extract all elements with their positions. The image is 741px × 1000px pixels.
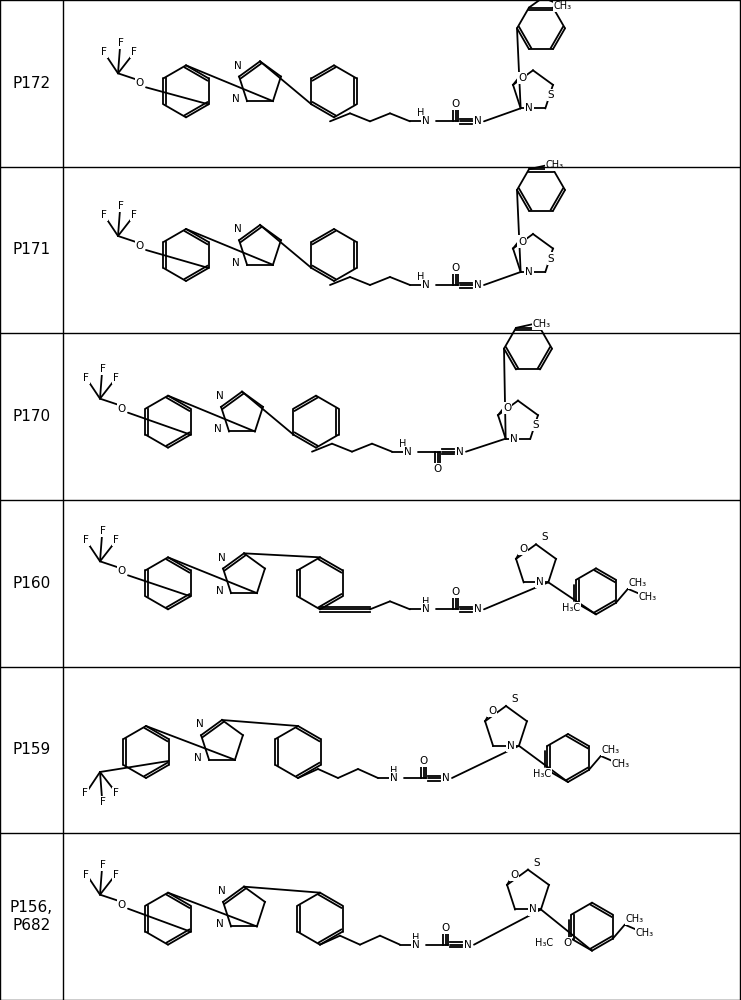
Text: P156,
P682: P156, P682 [10, 900, 53, 933]
Text: F: F [118, 201, 124, 211]
Text: F: F [83, 373, 89, 383]
Text: O: O [136, 241, 144, 251]
Text: S: S [542, 532, 548, 542]
Text: N: N [214, 424, 222, 434]
Text: H: H [391, 766, 398, 776]
Text: N: N [234, 224, 242, 234]
Text: F: F [113, 535, 119, 545]
Text: N: N [474, 280, 482, 290]
Text: O: O [452, 99, 460, 109]
Text: O: O [420, 756, 428, 766]
Text: O: O [118, 566, 126, 576]
Text: O: O [442, 923, 450, 933]
Text: N: N [510, 434, 517, 444]
Text: H: H [417, 272, 425, 282]
Text: O: O [118, 404, 126, 414]
Text: CH₃: CH₃ [602, 745, 620, 755]
Text: N: N [525, 267, 533, 277]
Text: N: N [456, 447, 464, 457]
Text: O: O [452, 587, 460, 597]
Text: P172: P172 [13, 76, 50, 91]
Text: S: S [533, 420, 539, 430]
Text: O: O [118, 900, 126, 910]
Text: H: H [412, 933, 419, 943]
Text: S: S [512, 694, 518, 704]
Text: N: N [529, 904, 536, 914]
Text: CH₃: CH₃ [629, 578, 647, 588]
Text: N: N [232, 94, 240, 104]
Text: O: O [518, 237, 526, 247]
Text: O: O [510, 870, 518, 880]
Text: F: F [100, 860, 106, 870]
Text: P159: P159 [13, 742, 50, 758]
Text: F: F [100, 364, 106, 374]
Text: N: N [422, 280, 430, 290]
Text: F: F [101, 47, 107, 57]
Text: N: N [525, 103, 533, 113]
Text: O: O [434, 464, 442, 474]
Text: N: N [216, 919, 224, 929]
Text: S: S [534, 858, 540, 868]
Text: N: N [474, 604, 482, 614]
Text: F: F [131, 210, 137, 220]
Text: O: O [503, 403, 511, 413]
Text: N: N [196, 719, 204, 729]
Text: O: O [488, 706, 496, 716]
Text: S: S [548, 90, 554, 100]
Text: O: O [563, 938, 571, 948]
Text: N: N [404, 447, 412, 457]
Text: CH₃: CH₃ [533, 319, 551, 329]
Text: H: H [399, 439, 407, 449]
Text: P171: P171 [13, 242, 50, 257]
Text: N: N [218, 886, 226, 896]
Text: F: F [118, 38, 124, 48]
Text: F: F [113, 373, 119, 383]
Text: N: N [422, 604, 430, 614]
Text: O: O [518, 73, 526, 83]
Text: N: N [536, 577, 544, 587]
Text: O: O [136, 78, 144, 88]
Text: F: F [100, 526, 106, 536]
Text: CH₃: CH₃ [639, 592, 657, 602]
Text: N: N [232, 258, 240, 268]
Text: F: F [82, 788, 88, 798]
Text: H₃C: H₃C [535, 938, 554, 948]
Text: F: F [113, 870, 119, 880]
Text: CH₃: CH₃ [554, 1, 572, 11]
Text: F: F [113, 788, 119, 798]
Text: N: N [412, 940, 420, 950]
Text: S: S [548, 254, 554, 264]
Text: F: F [83, 535, 89, 545]
Text: H₃C: H₃C [534, 769, 551, 779]
Text: CH₃: CH₃ [546, 160, 564, 170]
Text: N: N [390, 773, 398, 783]
Text: N: N [442, 773, 450, 783]
Text: O: O [452, 263, 460, 273]
Text: N: N [218, 553, 226, 563]
Text: CH₃: CH₃ [625, 914, 644, 924]
Text: N: N [422, 116, 430, 126]
Text: H: H [417, 108, 425, 118]
Text: N: N [507, 741, 515, 751]
Text: F: F [100, 797, 106, 807]
Text: CH₃: CH₃ [636, 928, 654, 938]
Text: N: N [216, 391, 224, 401]
Text: N: N [194, 753, 202, 763]
Text: F: F [131, 47, 137, 57]
Text: O: O [519, 544, 527, 554]
Text: P160: P160 [13, 576, 50, 591]
Text: P170: P170 [13, 409, 50, 424]
Text: N: N [464, 940, 472, 950]
Text: F: F [101, 210, 107, 220]
Text: N: N [216, 586, 224, 596]
Text: N: N [234, 61, 242, 71]
Text: CH₃: CH₃ [612, 759, 630, 769]
Text: N: N [474, 116, 482, 126]
Text: F: F [83, 870, 89, 880]
Text: H₃C: H₃C [562, 603, 580, 613]
Text: H: H [422, 597, 430, 607]
